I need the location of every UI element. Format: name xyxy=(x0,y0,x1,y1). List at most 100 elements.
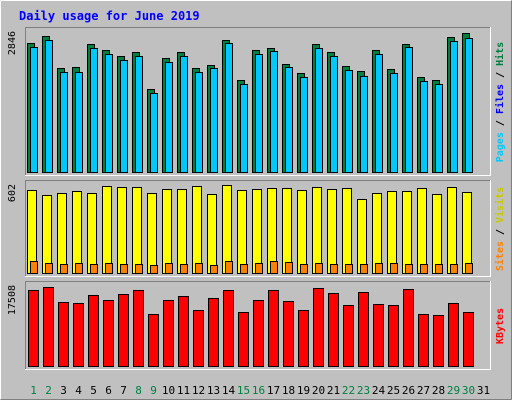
files-bar-day-8 xyxy=(135,56,143,173)
sites-bar-day-15 xyxy=(240,264,248,274)
sites-bar-day-26 xyxy=(405,264,413,274)
files-bar-day-28 xyxy=(435,84,443,173)
chart-panels: 2846 Pages / Files / Hits 602 Sites / Visit… xyxy=(7,27,506,370)
visits-bar-day-7 xyxy=(117,187,127,274)
kbytes-bar-day-26 xyxy=(403,289,414,367)
kbytes-bar-day-16 xyxy=(253,300,264,367)
sites-bar-day-13 xyxy=(210,265,218,274)
visits-bar-day-12 xyxy=(192,186,202,274)
visits-bar-day-5 xyxy=(87,193,97,274)
kbytes-bar-day-25 xyxy=(388,305,399,367)
files-bar-day-1 xyxy=(30,47,38,173)
files-bar-day-13 xyxy=(210,68,218,173)
kbytes-bar-day-30 xyxy=(463,312,474,367)
x-tick-label-day-26: 26 xyxy=(402,384,415,397)
x-tick-label-day-4: 4 xyxy=(75,384,82,397)
files-bar-day-7 xyxy=(120,60,128,173)
files-bar-day-2 xyxy=(45,40,53,173)
sites-bar-day-12 xyxy=(195,263,203,274)
kbytes-bar-day-2 xyxy=(43,287,54,367)
visits-bar-day-30 xyxy=(462,192,472,274)
visits-bar-day-25 xyxy=(387,191,397,274)
x-tick-label-day-30: 30 xyxy=(462,384,475,397)
files-bar-day-16 xyxy=(255,54,263,173)
visits-bar-day-10 xyxy=(162,189,172,274)
sites-bar-day-4 xyxy=(75,263,83,274)
panel-visits-sites-legend-separator: / xyxy=(495,223,506,241)
files-bar-day-14 xyxy=(225,43,233,173)
kbytes-bar-day-21 xyxy=(328,293,339,367)
files-bar-day-18 xyxy=(285,67,293,173)
sites-bar-day-3 xyxy=(60,264,68,274)
panel-hits-files-pages-legend-separator: / xyxy=(495,66,506,84)
x-tick-label-day-24: 24 xyxy=(372,384,386,397)
visits-bar-day-17 xyxy=(267,188,277,274)
panel-hits-files-pages-max-label: 2846 xyxy=(7,31,18,55)
panel-hits-files-pages-legend-pages: Pages xyxy=(495,132,506,162)
visits-bar-day-11 xyxy=(177,189,187,274)
x-tick-label-day-5: 5 xyxy=(90,384,97,397)
sites-bar-day-6 xyxy=(105,263,113,274)
files-bar-day-3 xyxy=(60,72,68,173)
panel-visits-sites-legend: Sites / Visits xyxy=(494,187,506,271)
kbytes-bar-day-1 xyxy=(28,290,39,367)
sites-bar-day-28 xyxy=(435,264,443,274)
panel-hits-files-pages-legend-separator: / xyxy=(495,114,506,132)
sites-bar-day-11 xyxy=(180,264,188,274)
visits-bar-day-15 xyxy=(237,190,247,274)
kbytes-bar-day-23 xyxy=(358,292,369,367)
files-bar-day-9 xyxy=(150,93,158,173)
x-tick-label-day-22: 22 xyxy=(342,384,355,397)
sites-bar-day-25 xyxy=(390,263,398,274)
x-tick-label-day-17: 17 xyxy=(267,384,280,397)
visits-bar-day-27 xyxy=(417,188,427,274)
kbytes-bar-day-6 xyxy=(103,300,114,367)
x-tick-label-day-27: 27 xyxy=(417,384,430,397)
sites-bar-day-8 xyxy=(135,264,143,274)
files-bar-day-19 xyxy=(300,77,308,173)
x-tick-label-day-10: 10 xyxy=(162,384,175,397)
kbytes-bar-day-7 xyxy=(118,294,129,367)
x-tick-label-day-7: 7 xyxy=(120,384,127,397)
files-bar-day-6 xyxy=(105,54,113,173)
sites-bar-day-20 xyxy=(315,263,323,274)
sites-bar-day-23 xyxy=(360,264,368,274)
files-bar-day-24 xyxy=(375,54,383,173)
x-tick-label-day-3: 3 xyxy=(60,384,67,397)
files-bar-day-25 xyxy=(390,73,398,173)
panel-hits-files-pages xyxy=(25,27,491,176)
panel-hits-files-pages-legend: Pages / Files / Hits xyxy=(494,42,506,162)
panel-visits-sites xyxy=(25,180,491,277)
x-tick-label-day-1: 1 xyxy=(30,384,37,397)
visits-bar-day-24 xyxy=(372,193,382,274)
kbytes-bar-day-18 xyxy=(283,301,294,367)
visits-bar-day-20 xyxy=(312,187,322,274)
panel-kbytes-max-label: 17508 xyxy=(7,285,18,315)
x-tick-label-day-14: 14 xyxy=(222,384,236,397)
x-tick-label-day-19: 19 xyxy=(297,384,310,397)
x-tick-label-day-21: 21 xyxy=(327,384,340,397)
visits-bar-day-29 xyxy=(447,187,457,274)
files-bar-day-11 xyxy=(180,56,188,173)
x-tick-label-day-25: 25 xyxy=(387,384,400,397)
files-bar-day-29 xyxy=(450,41,458,173)
kbytes-bar-day-3 xyxy=(58,302,69,367)
files-bar-day-20 xyxy=(315,48,323,173)
kbytes-bar-day-11 xyxy=(178,296,189,367)
sites-bar-day-30 xyxy=(465,263,473,274)
sites-bar-day-7 xyxy=(120,264,128,274)
kbytes-bar-day-13 xyxy=(208,298,219,367)
sites-bar-day-1 xyxy=(30,261,38,274)
sites-bar-day-2 xyxy=(45,263,53,274)
visits-bar-day-4 xyxy=(72,191,82,274)
x-tick-label-day-31: 31 xyxy=(477,384,490,397)
x-tick-label-day-23: 23 xyxy=(357,384,370,397)
kbytes-bar-day-9 xyxy=(148,314,159,367)
sites-bar-day-14 xyxy=(225,261,233,274)
x-tick-label-day-20: 20 xyxy=(312,384,325,397)
visits-bar-day-23 xyxy=(357,199,367,274)
files-bar-day-4 xyxy=(75,72,83,173)
sites-bar-day-10 xyxy=(165,263,173,274)
files-bar-day-10 xyxy=(165,62,173,173)
